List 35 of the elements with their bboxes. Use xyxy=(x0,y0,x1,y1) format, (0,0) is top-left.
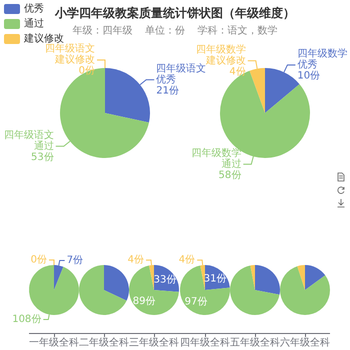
text: 三年级全科 xyxy=(129,336,180,349)
slice-label: 优秀 xyxy=(156,73,176,86)
data-label: 4份 xyxy=(178,254,195,266)
text: 四年级数学 xyxy=(297,48,348,60)
text: 二年级全科 xyxy=(79,336,130,349)
slice-label: 优秀 xyxy=(297,58,318,71)
data-label: 21份 xyxy=(156,85,179,96)
text: 0份 xyxy=(30,254,47,266)
legend-label: 优秀 xyxy=(24,2,44,15)
slice-label: 通过 xyxy=(34,140,54,152)
text: 年级：四年级 单位：份 学科：语文，数学 xyxy=(72,24,278,37)
text: 四年级数学 xyxy=(196,44,246,56)
data-label: 33份 xyxy=(154,274,177,286)
slice-label: 通过 xyxy=(221,158,242,170)
data-label: 4份 xyxy=(229,66,246,78)
data-label: 53份 xyxy=(31,152,54,163)
data-label: 7份 xyxy=(66,255,84,266)
data-label: 108份 xyxy=(12,314,42,326)
text: 四年级全科 xyxy=(180,336,230,349)
text: 六年级全科 xyxy=(280,336,330,349)
slice-label: 四年级语文 xyxy=(4,128,54,141)
chart-title: 小学四年级教案质量统计饼状图（年级维度） xyxy=(54,6,295,20)
legend-label: 建议修改 xyxy=(23,32,64,45)
category-label: 建议修改 xyxy=(55,54,95,66)
legend-label: 通过 xyxy=(24,18,44,30)
data-label: 10份 xyxy=(297,70,320,82)
text: 一年级全科 xyxy=(29,336,79,349)
data-label: 89份 xyxy=(133,296,156,307)
data-label: 4份 xyxy=(128,254,144,266)
text: 五年级全科 xyxy=(230,336,280,349)
data-label: 97份 xyxy=(184,296,207,308)
data-label: 58份 xyxy=(218,170,242,181)
slice-label: 建议修改 xyxy=(204,54,246,66)
text: 四年级语文 xyxy=(156,63,206,74)
text: 四年级语文 xyxy=(45,44,95,55)
